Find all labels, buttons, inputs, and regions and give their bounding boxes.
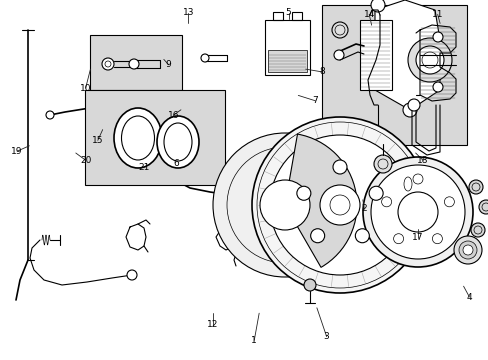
- Circle shape: [304, 279, 315, 291]
- Circle shape: [370, 165, 464, 259]
- Circle shape: [415, 46, 443, 74]
- Circle shape: [355, 229, 368, 243]
- Text: 7: 7: [312, 96, 318, 105]
- Text: 16: 16: [167, 111, 179, 120]
- Circle shape: [319, 185, 359, 225]
- Circle shape: [257, 122, 422, 288]
- Text: 4: 4: [466, 292, 471, 301]
- Circle shape: [362, 157, 472, 267]
- Circle shape: [333, 50, 343, 60]
- Text: 1: 1: [251, 336, 257, 345]
- Circle shape: [129, 59, 139, 69]
- Circle shape: [370, 0, 384, 12]
- Circle shape: [462, 245, 472, 255]
- Circle shape: [393, 234, 403, 244]
- Ellipse shape: [114, 108, 162, 168]
- Circle shape: [381, 197, 391, 207]
- Text: 10: 10: [80, 84, 91, 93]
- Text: 12: 12: [206, 320, 218, 329]
- Circle shape: [127, 270, 137, 280]
- Circle shape: [331, 22, 347, 38]
- Ellipse shape: [157, 116, 199, 168]
- Circle shape: [432, 32, 442, 42]
- Ellipse shape: [121, 116, 154, 160]
- Text: 14: 14: [363, 10, 374, 19]
- Text: 5: 5: [285, 8, 291, 17]
- Bar: [85, 90, 224, 185]
- Circle shape: [397, 192, 437, 232]
- Circle shape: [402, 103, 416, 117]
- Text: 8: 8: [319, 68, 325, 77]
- Bar: [321, 5, 466, 145]
- Circle shape: [470, 223, 484, 237]
- Circle shape: [373, 155, 391, 173]
- Bar: [291, 12, 302, 20]
- Circle shape: [251, 117, 427, 293]
- Text: 3: 3: [323, 332, 329, 341]
- Circle shape: [226, 147, 342, 263]
- Circle shape: [432, 82, 442, 92]
- Circle shape: [102, 58, 114, 70]
- Circle shape: [453, 236, 481, 264]
- Circle shape: [329, 195, 349, 215]
- Text: 21: 21: [138, 163, 150, 172]
- Bar: [359, 20, 391, 90]
- Circle shape: [213, 133, 356, 277]
- Bar: [267, 50, 306, 72]
- Circle shape: [296, 186, 310, 200]
- Circle shape: [431, 234, 442, 244]
- Circle shape: [240, 195, 249, 205]
- Circle shape: [407, 38, 451, 82]
- Circle shape: [444, 197, 453, 207]
- Polygon shape: [374, 0, 439, 110]
- Circle shape: [46, 111, 54, 119]
- Text: 19: 19: [11, 147, 23, 156]
- Circle shape: [105, 61, 111, 67]
- Circle shape: [468, 180, 482, 194]
- Text: 17: 17: [411, 233, 423, 242]
- Circle shape: [332, 160, 346, 174]
- Text: 20: 20: [80, 156, 91, 165]
- Circle shape: [412, 174, 422, 184]
- Circle shape: [407, 99, 419, 111]
- Circle shape: [310, 229, 324, 243]
- Bar: [272, 12, 283, 20]
- Circle shape: [478, 200, 488, 214]
- Text: 9: 9: [165, 60, 171, 69]
- Circle shape: [260, 180, 309, 230]
- Text: 15: 15: [92, 136, 103, 145]
- Text: 6: 6: [173, 159, 179, 168]
- Ellipse shape: [163, 123, 192, 161]
- Text: 2: 2: [361, 204, 366, 213]
- Text: 18: 18: [416, 156, 428, 165]
- Text: 13: 13: [182, 8, 194, 17]
- Circle shape: [458, 241, 476, 259]
- Wedge shape: [285, 134, 356, 267]
- Ellipse shape: [403, 177, 411, 191]
- Bar: [264, 20, 309, 75]
- Text: 11: 11: [431, 10, 443, 19]
- Circle shape: [269, 135, 409, 275]
- Circle shape: [368, 186, 383, 200]
- Bar: [90, 35, 182, 90]
- Circle shape: [421, 52, 437, 68]
- Circle shape: [201, 54, 208, 62]
